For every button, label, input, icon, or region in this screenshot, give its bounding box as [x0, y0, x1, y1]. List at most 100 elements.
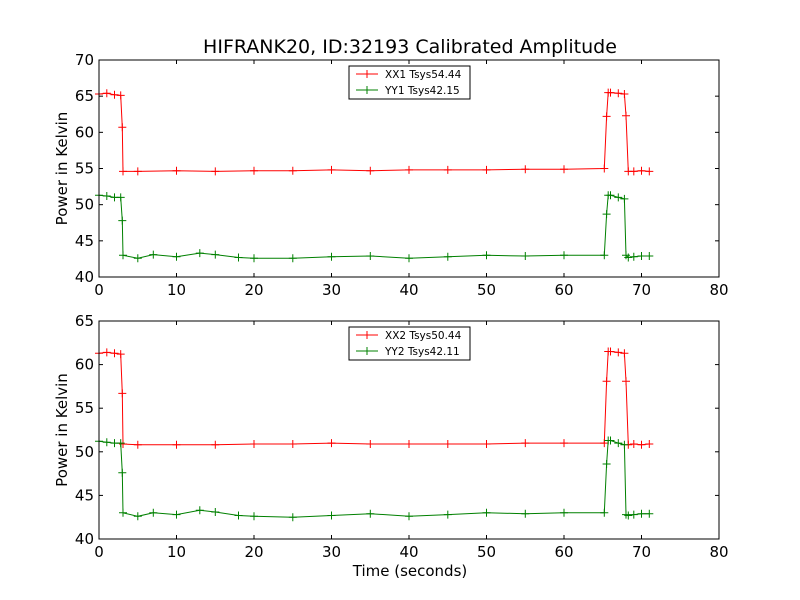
data-point — [521, 252, 530, 260]
data-point — [614, 348, 623, 357]
data-point — [645, 167, 654, 176]
data-point — [250, 254, 258, 263]
data-point — [149, 508, 158, 517]
data-point — [622, 111, 630, 120]
y-tick-label: 40 — [75, 268, 94, 286]
data-point — [405, 512, 413, 521]
data-point — [172, 166, 181, 175]
data-point — [637, 252, 646, 260]
subplot-top: 0 10 20 30 40 50 60 70 80 40 45 50 55 60 65 70 Power in… — [53, 51, 729, 299]
data-point — [211, 167, 220, 176]
legend-label-xx2: XX2 Tsys50.44 — [385, 330, 462, 342]
data-point — [288, 166, 297, 175]
series-line-yy2 — [98, 440, 650, 518]
data-point — [133, 440, 142, 449]
data-point — [614, 193, 623, 202]
data-point — [521, 165, 530, 174]
data-point — [606, 436, 615, 445]
y-tick-label: 45 — [75, 486, 94, 504]
data-point — [637, 440, 646, 449]
data-point — [629, 252, 638, 261]
data-point — [482, 251, 491, 260]
data-point — [521, 439, 530, 448]
data-point — [211, 250, 220, 259]
x-tick-label: 0 — [94, 543, 104, 561]
x-tick-label: 70 — [632, 543, 651, 561]
series-line-yy1 — [98, 194, 650, 259]
legend-bottom: XX2 Tsys50.44 YY2 Tsys42.11 — [348, 326, 471, 361]
plot-area-top — [95, 88, 654, 263]
y-tick-label: 55 — [75, 399, 94, 417]
data-point — [102, 438, 111, 447]
y-axis-label-top: Power in Kelvin — [53, 112, 71, 226]
data-point — [602, 460, 611, 468]
y-tick-label: 50 — [75, 443, 94, 461]
chart-title: HIFRANK20, ID:32193 Calibrated Amplitude — [203, 36, 617, 58]
data-point — [119, 251, 127, 260]
legend-box-top — [348, 65, 471, 100]
data-point — [102, 348, 111, 357]
data-point — [110, 349, 119, 358]
x-tick-label: 40 — [399, 281, 418, 299]
y-tick-label: 65 — [75, 87, 94, 105]
data-point — [102, 89, 111, 98]
data-point — [250, 512, 258, 521]
legend-marker-xx2 — [363, 331, 371, 339]
data-point — [116, 439, 125, 448]
data-point — [560, 508, 568, 517]
data-point — [366, 509, 375, 518]
data-point — [234, 253, 243, 262]
y-axis-label-bottom: Power in Kelvin — [53, 373, 71, 487]
data-point — [624, 511, 633, 520]
y-tick-label: 70 — [75, 51, 94, 69]
data-point — [602, 377, 611, 386]
ticks-bottom: 0 10 20 30 40 50 60 70 80 40 45 50 55 60 65 — [75, 312, 729, 561]
data-point — [443, 440, 452, 448]
data-point — [624, 253, 633, 262]
data-point — [629, 440, 638, 448]
plot-area-bottom — [95, 347, 654, 522]
y-tick-label: 45 — [75, 232, 94, 250]
data-point — [606, 88, 615, 97]
x-tick-label: 70 — [632, 281, 651, 299]
data-point — [443, 510, 452, 519]
data-point — [620, 194, 629, 203]
legend-label-yy1: YY1 Tsys42.15 — [384, 85, 460, 97]
data-point — [443, 252, 452, 261]
data-point — [118, 389, 127, 398]
data-point — [102, 192, 111, 200]
ticks-top: 0 10 20 30 40 50 60 70 80 40 45 50 55 60 65 70 — [75, 51, 729, 299]
data-point — [482, 165, 491, 174]
data-point — [172, 252, 181, 261]
data-point — [645, 509, 654, 518]
legend-marker-yy1 — [363, 86, 371, 94]
x-tick-label: 10 — [167, 281, 186, 299]
data-point — [521, 509, 530, 518]
legend-box-bottom — [348, 326, 471, 361]
data-point — [327, 439, 336, 448]
data-point — [133, 512, 142, 521]
series-line-xx1 — [98, 92, 650, 172]
data-point — [119, 167, 127, 176]
data-point — [118, 468, 127, 477]
x-tick-label: 20 — [244, 543, 263, 561]
data-point — [482, 440, 491, 448]
data-point — [288, 254, 297, 263]
data-point — [560, 439, 568, 448]
data-point — [614, 89, 623, 98]
x-tick-label: 80 — [709, 281, 728, 299]
data-point — [133, 167, 142, 176]
data-point — [629, 510, 638, 519]
data-point — [405, 254, 413, 263]
subplot-bottom: 0 10 20 30 40 50 60 70 80 40 45 50 55 60 65 Power in K… — [53, 312, 729, 580]
data-point — [250, 166, 258, 175]
x-tick-label: 30 — [322, 281, 341, 299]
data-point — [645, 252, 654, 260]
x-tick-label: 0 — [94, 281, 104, 299]
data-point — [620, 349, 629, 358]
data-point — [637, 166, 646, 175]
data-point — [172, 440, 181, 449]
data-point — [327, 252, 336, 261]
x-tick-label: 30 — [322, 543, 341, 561]
data-point — [116, 350, 125, 359]
